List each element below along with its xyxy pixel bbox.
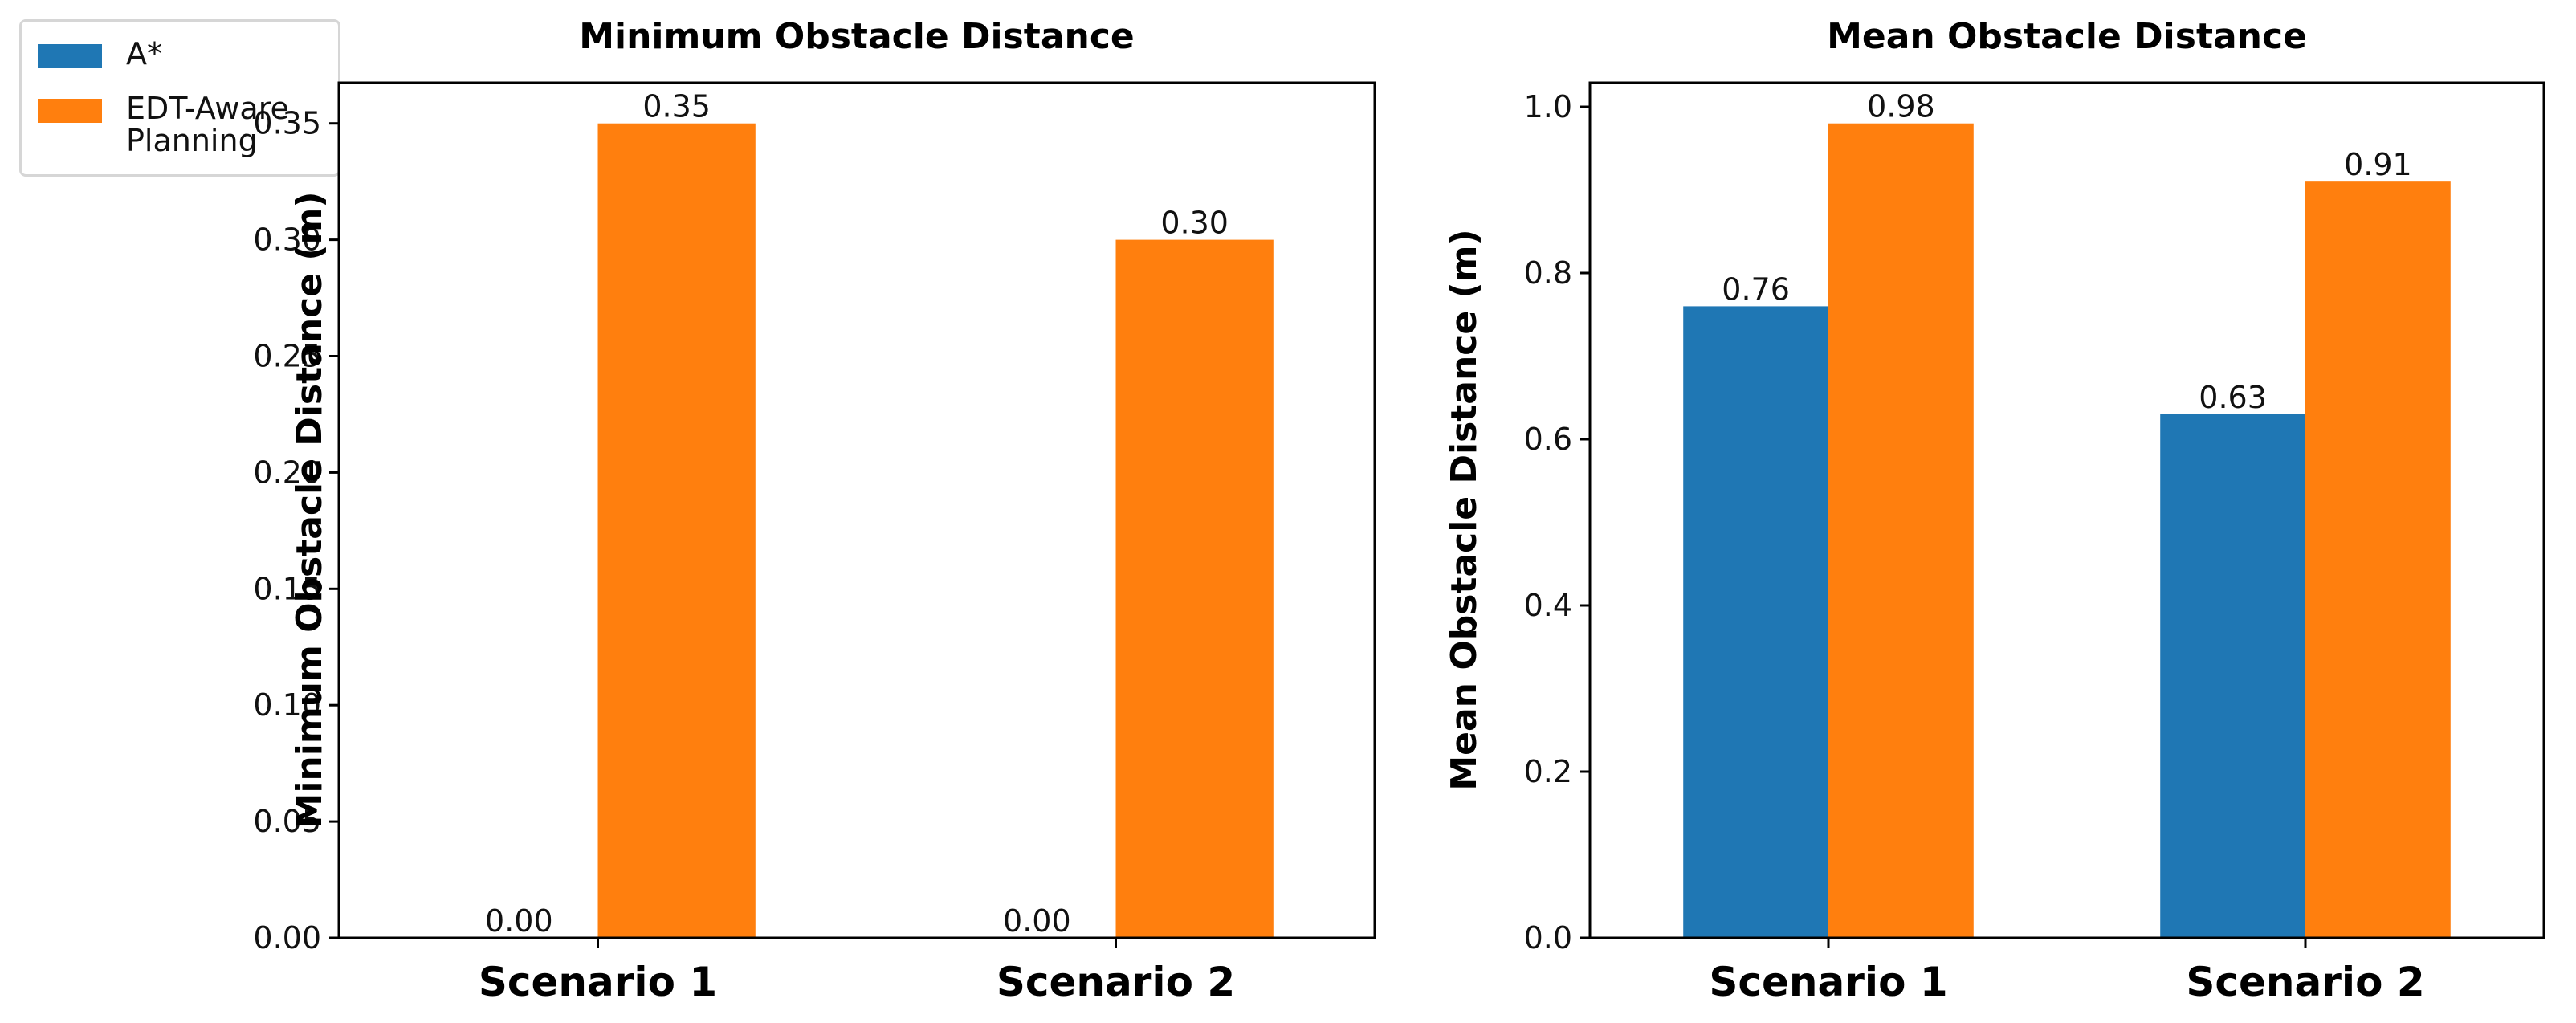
y-tick-label: 0.00 — [253, 920, 321, 956]
y-tick-label: 0.05 — [253, 804, 321, 839]
plot-frame — [337, 81, 1376, 939]
legend: A* EDT-Aware Planning — [19, 19, 340, 177]
y-tick-label: 1.0 — [1524, 89, 1572, 124]
y-tick-label: 0.6 — [1524, 422, 1572, 457]
y-tick-label: 0.0 — [1524, 920, 1572, 956]
legend-swatch-edt-aware — [38, 99, 102, 123]
bar-edt-aware-2 — [1115, 239, 1274, 938]
bar-edt-aware-1 — [597, 123, 756, 938]
y-tick-label: 0.30 — [253, 222, 321, 258]
y-tick-label: 0.8 — [1524, 255, 1572, 291]
bar-value-label: 0.35 — [642, 89, 711, 124]
x-tick-label: Scenario 2 — [997, 959, 1235, 1005]
x-tick-label: Scenario 1 — [479, 959, 717, 1005]
x-tick-label: Scenario 2 — [2186, 959, 2424, 1005]
chart-title: Mean Obstacle Distance — [1827, 16, 2307, 57]
bar-value-label: 0.91 — [2344, 147, 2412, 182]
bar-value-label: 0.00 — [485, 903, 553, 939]
legend-item-a-star: A* — [38, 38, 327, 70]
bar-value-label: 0.63 — [2199, 380, 2267, 415]
y-tick-label: 0.15 — [253, 571, 321, 606]
y-tick-label: 0.35 — [253, 106, 321, 141]
x-tick-label: Scenario 1 — [1709, 959, 1947, 1005]
bar-edt-aware-2 — [2305, 181, 2451, 938]
y-tick-label: 0.4 — [1524, 588, 1572, 623]
bar-edt-aware-1 — [1828, 123, 1974, 938]
y-tick-label: 0.10 — [253, 687, 321, 723]
y-axis-label: Minimum Obstacle Distance (m) — [289, 192, 330, 829]
legend-swatch-a-star — [38, 44, 102, 68]
plot-frame — [1588, 81, 2545, 939]
legend-label-a-star: A* — [126, 36, 162, 71]
y-tick-label: 0.2 — [1524, 754, 1572, 789]
bar-value-label: 0.98 — [1867, 89, 1935, 124]
y-axis-label: Mean Obstacle Distance (m) — [1444, 229, 1485, 790]
chart-title: Minimum Obstacle Distance — [579, 16, 1135, 57]
legend-label-edt-aware: EDT-Aware Planning — [126, 91, 289, 158]
bar-a-star-1 — [1683, 306, 1828, 938]
y-tick-label: 0.25 — [253, 339, 321, 374]
bar-value-label: 0.30 — [1160, 206, 1229, 241]
bar-value-label: 0.76 — [1722, 271, 1790, 307]
legend-item-edt-aware: EDT-Aware Planning — [38, 92, 327, 157]
bar-a-star-2 — [2160, 414, 2305, 938]
y-tick-label: 0.20 — [253, 454, 321, 490]
bar-value-label: 0.00 — [1003, 903, 1071, 939]
